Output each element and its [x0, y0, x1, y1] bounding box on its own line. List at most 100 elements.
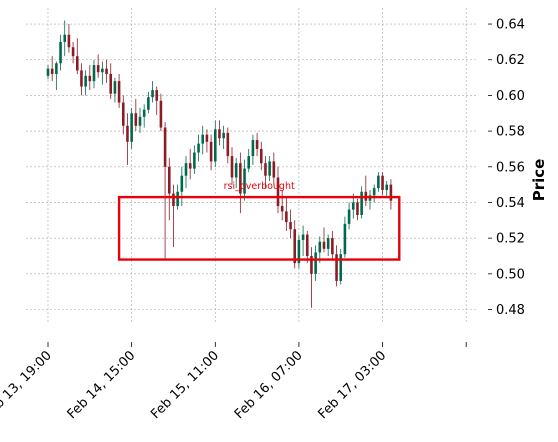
- candle-up: [360, 186, 363, 219]
- candle-body: [222, 132, 225, 139]
- candle-down: [255, 132, 259, 157]
- candle-body: [176, 191, 179, 207]
- candle-body: [297, 239, 301, 264]
- y-tick-label: 0.54: [496, 196, 525, 211]
- candle-body: [326, 238, 330, 249]
- annotation-box: [117, 195, 401, 261]
- candle-up: [142, 104, 146, 128]
- candle-body: [46, 68, 50, 76]
- candle-up: [339, 248, 343, 285]
- candle-body: [372, 188, 376, 196]
- candle-body: [201, 134, 205, 144]
- candle-down: [389, 179, 393, 210]
- candle-body: [230, 156, 234, 178]
- candle-up: [297, 234, 301, 269]
- candle-body: [289, 222, 292, 230]
- y-tick-label: 0.50: [496, 267, 525, 282]
- candle-body: [109, 74, 113, 94]
- candle-up: [147, 91, 150, 114]
- candle-body: [272, 161, 276, 178]
- candle-body: [213, 129, 217, 162]
- candle-body: [343, 223, 347, 255]
- candle-up: [326, 234, 330, 256]
- candle-body: [188, 163, 192, 169]
- candle-down: [356, 198, 359, 221]
- candle-down: [331, 231, 334, 260]
- candle-body: [310, 255, 313, 274]
- candle-body: [255, 140, 259, 149]
- candle-body: [280, 206, 284, 212]
- candle-down: [188, 148, 192, 180]
- candle-down: [289, 209, 292, 239]
- candle-body: [59, 41, 62, 64]
- candle-body: [389, 184, 393, 201]
- candle-body: [205, 134, 209, 142]
- candle-down: [50, 56, 54, 82]
- annotations-layer: rsi_overbought: [117, 181, 401, 261]
- candle-down: [259, 141, 263, 171]
- candle-up: [222, 125, 225, 149]
- candle-body: [197, 143, 200, 153]
- candle-up: [372, 184, 376, 203]
- candle-body: [318, 241, 322, 253]
- candle-up: [92, 59, 96, 89]
- candle-down: [117, 74, 121, 108]
- candle-down: [218, 120, 221, 146]
- candle-body: [322, 241, 326, 249]
- candle-down: [272, 152, 276, 185]
- candle-up: [55, 61, 58, 91]
- candle-down: [305, 231, 309, 264]
- candle-down: [280, 189, 284, 221]
- candle-body: [75, 56, 79, 71]
- candle-body: [121, 102, 125, 126]
- candle-up: [234, 157, 238, 189]
- y-tick-label: 0.48: [496, 303, 525, 318]
- candle-body: [67, 34, 71, 48]
- candle-up: [314, 245, 317, 281]
- candle-body: [331, 238, 334, 255]
- candle-body: [356, 202, 359, 215]
- candle-down: [226, 127, 230, 164]
- candle-up: [243, 159, 246, 201]
- candle-body: [50, 68, 54, 75]
- candle-up: [46, 65, 50, 80]
- candle-down: [105, 59, 108, 83]
- candle-up: [377, 172, 380, 192]
- candle-body: [92, 65, 96, 82]
- candle-body: [180, 175, 184, 192]
- candle-down: [96, 54, 100, 78]
- candle-body: [247, 156, 251, 169]
- candle-body: [126, 125, 129, 142]
- candle-up: [213, 120, 217, 167]
- candle-body: [339, 254, 343, 281]
- candle-down: [126, 113, 129, 165]
- y-tick-label: 0.62: [496, 53, 525, 68]
- candle-body: [385, 184, 389, 190]
- y-tick-label: 0.52: [496, 232, 525, 247]
- candle-body: [305, 234, 309, 256]
- candle-body: [377, 175, 380, 189]
- candle-up: [385, 181, 389, 198]
- candle-down: [239, 152, 242, 214]
- candle-body: [163, 127, 167, 167]
- candle-body: [218, 129, 221, 139]
- candle-up: [197, 134, 200, 162]
- candle-body: [159, 100, 163, 128]
- candle-body: [155, 90, 159, 101]
- candle-body: [96, 65, 100, 73]
- candle-down: [264, 156, 267, 189]
- candle-body: [351, 202, 355, 210]
- candle-down: [134, 98, 138, 132]
- y-tick-label: 0.60: [496, 89, 525, 104]
- candle-body: [264, 163, 267, 176]
- candle-up: [130, 107, 133, 149]
- candle-body: [285, 211, 288, 223]
- candle-body: [293, 229, 297, 264]
- candle-up: [193, 145, 196, 174]
- candle-body: [88, 75, 92, 82]
- candle-body: [113, 81, 117, 94]
- candle-body: [268, 161, 271, 176]
- candle-up: [201, 125, 205, 155]
- candle-down: [159, 93, 163, 132]
